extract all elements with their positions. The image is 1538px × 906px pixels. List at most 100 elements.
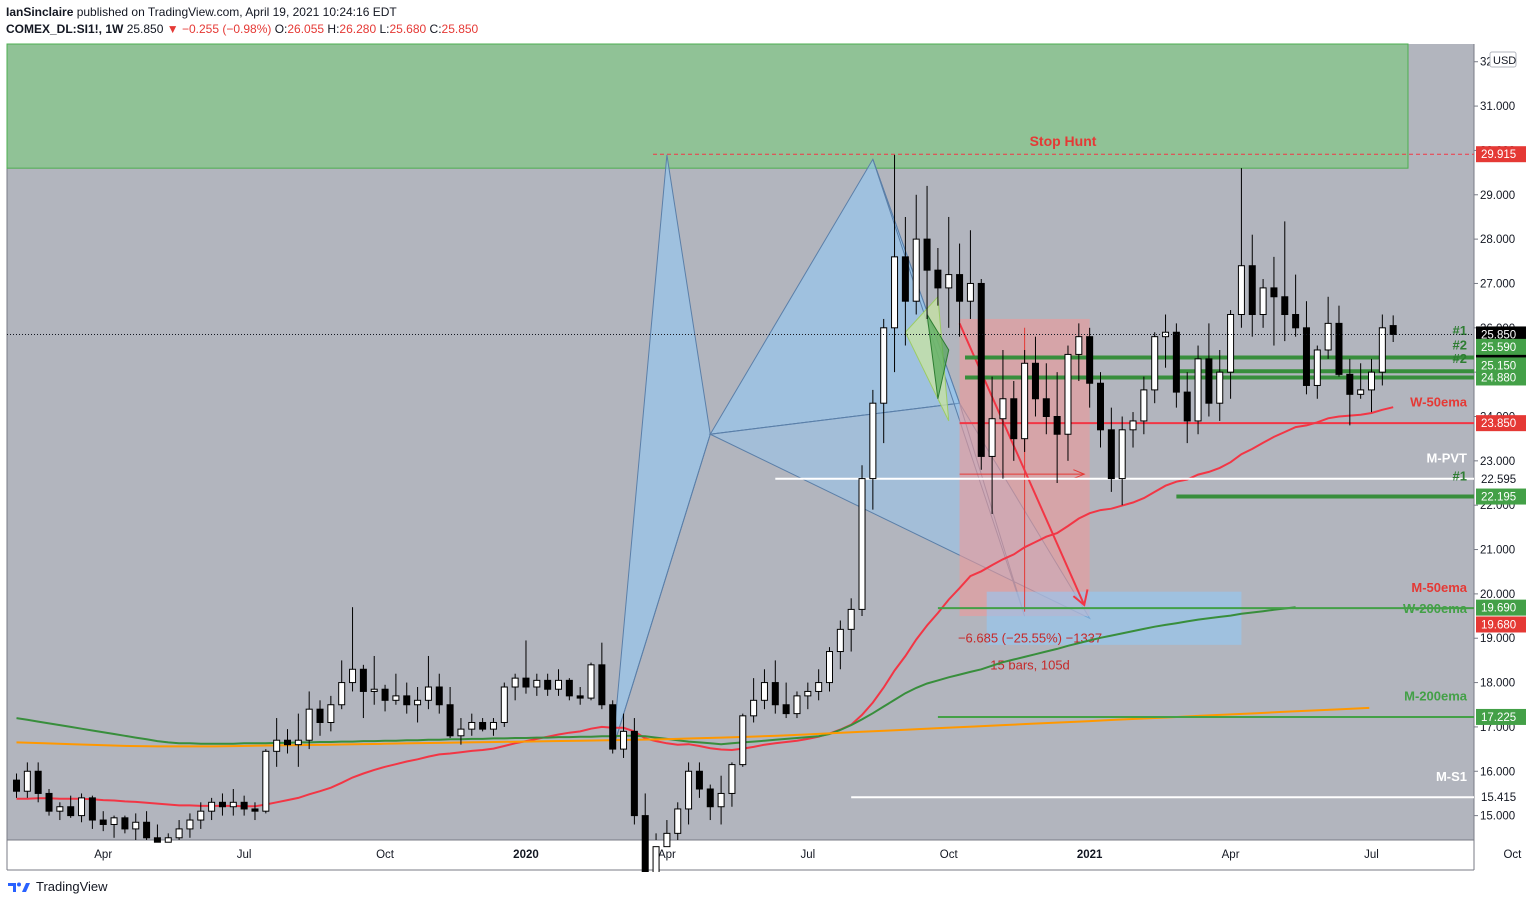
label-m-pvt: M-PVT xyxy=(1427,451,1468,466)
candle-body xyxy=(1335,322,1343,375)
currency-label: USD xyxy=(1493,55,1516,67)
candle-body xyxy=(977,282,985,457)
label-w-200ema: W-200ema xyxy=(1403,601,1468,616)
candle-body xyxy=(446,704,454,737)
badge-last-price: 25.850 xyxy=(1481,329,1516,341)
candle-body xyxy=(56,806,64,812)
candle-body xyxy=(457,728,465,737)
symbol-name[interactable]: COMEX_DL:SI1!, 1W xyxy=(6,22,124,36)
label-2-upper: #2 xyxy=(1453,338,1467,353)
candle-body xyxy=(555,679,562,690)
badge-m-pvt: 22.595 xyxy=(1481,474,1516,486)
candle-body xyxy=(1097,382,1104,431)
candle-body xyxy=(587,664,595,699)
candle-body xyxy=(403,695,411,706)
open-value: 26.055 xyxy=(287,22,325,36)
projection-arrowhead xyxy=(1073,469,1086,480)
candle-body xyxy=(13,779,20,792)
candle-body xyxy=(1324,322,1332,351)
candle-body xyxy=(1053,416,1061,435)
candle-body xyxy=(674,808,682,834)
time-axis-bg xyxy=(7,840,1474,870)
candle-body xyxy=(1378,327,1386,373)
candle-body xyxy=(1107,429,1115,480)
candle-body xyxy=(262,750,270,812)
badge-level-2-lower: 24.880 xyxy=(1481,372,1516,384)
candle-body xyxy=(381,688,389,701)
candle-body xyxy=(728,764,736,794)
high-value: 26.280 xyxy=(339,22,377,36)
badge-stop-hunt: 29.915 xyxy=(1481,149,1516,161)
candle-body xyxy=(78,797,86,817)
candle-body xyxy=(934,269,942,289)
badge-m-200ema: 17.225 xyxy=(1481,712,1516,724)
candle-body xyxy=(208,801,216,812)
label-2-lower: #2 xyxy=(1453,351,1467,366)
label-m-s1: M-S1 xyxy=(1436,769,1467,784)
candle-body xyxy=(1031,362,1039,400)
candle-body xyxy=(609,704,617,750)
candle-body xyxy=(511,677,519,688)
author-name[interactable]: IanSinclaire xyxy=(6,5,74,19)
candle-body xyxy=(1129,420,1137,431)
x-tick-label: Jul xyxy=(237,849,252,861)
candle-body xyxy=(1194,358,1202,422)
x-tick-label: Apr xyxy=(658,849,676,861)
badge-m-s1-bg xyxy=(1476,789,1526,806)
badge-level-1-lower: 22.195 xyxy=(1481,492,1516,504)
badge-m-s1: 15.415 xyxy=(1481,792,1516,804)
candle-body xyxy=(771,682,779,706)
badge-level-1-upper: 25.590 xyxy=(1481,342,1516,354)
publish-info: published on TradingView.com, April 19, … xyxy=(73,5,397,19)
candle-body xyxy=(956,274,964,302)
candle-body xyxy=(1357,389,1365,395)
candle-body xyxy=(826,651,833,684)
price-chart[interactable]: 15.00016.00017.00018.00019.00020.00021.0… xyxy=(0,0,1538,872)
candle-body xyxy=(197,810,205,821)
x-tick-label: 2021 xyxy=(1077,849,1103,861)
badge-level-1-upper-bg xyxy=(1476,338,1526,355)
candle-body xyxy=(284,739,291,746)
candle-body xyxy=(782,704,790,715)
last-price: 25.850 xyxy=(126,22,164,36)
candle-body xyxy=(435,686,443,706)
candle-body xyxy=(1302,327,1310,386)
candle-body xyxy=(1313,349,1321,386)
candle-body xyxy=(110,817,118,825)
indicator-line xyxy=(16,706,1370,748)
low-label: L: xyxy=(379,22,390,36)
candle-body xyxy=(945,274,953,289)
candle-body xyxy=(1227,314,1235,373)
label-w-50ema: W-50ema xyxy=(1410,395,1468,410)
candle-body xyxy=(67,806,75,817)
candle-body xyxy=(847,608,855,630)
candle-body xyxy=(1183,391,1191,422)
open-label: O: xyxy=(274,22,288,36)
x-tick-label: Apr xyxy=(94,849,112,861)
publish-header: IanSinclaire published on TradingView.co… xyxy=(6,5,397,19)
x-tick-label: Oct xyxy=(1503,849,1522,861)
candle-body xyxy=(1064,353,1072,435)
candle-body xyxy=(739,715,747,766)
candle-body xyxy=(836,628,844,653)
symbol-legend: COMEX_DL:SI1!, 1W 25.850 ▼ −0.255 (−0.98… xyxy=(6,22,478,36)
y-tick-label: 19.000 xyxy=(1480,633,1515,645)
candle-body xyxy=(164,837,172,843)
y-tick-label: 16.000 xyxy=(1480,766,1515,778)
badge-m-50ema-bg xyxy=(1476,599,1526,616)
plot-area xyxy=(7,44,1474,840)
candle-body xyxy=(1151,336,1159,391)
candle-body xyxy=(327,704,335,723)
candle-body xyxy=(988,418,996,457)
candle-body xyxy=(695,770,703,790)
candle-body xyxy=(132,821,140,830)
candle-body xyxy=(468,721,476,730)
tradingview-logo-icon xyxy=(8,882,30,892)
y-tick-label: 20.000 xyxy=(1480,589,1515,601)
candle-body xyxy=(273,739,281,752)
badge-w-50ema-bg xyxy=(1476,415,1526,432)
candle-body xyxy=(1237,265,1245,316)
candle-body xyxy=(869,402,877,480)
candle-body xyxy=(663,832,671,848)
candle-body xyxy=(1368,371,1375,391)
